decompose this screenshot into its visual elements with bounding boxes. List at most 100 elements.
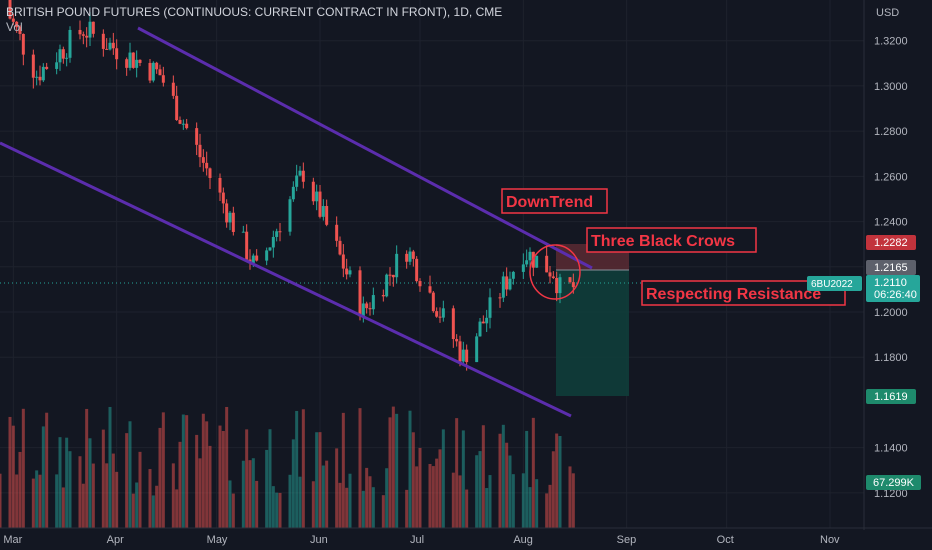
symbol-tag-text: 6BU2022	[811, 279, 853, 290]
candle-body	[241, 231, 245, 233]
volume-bar	[568, 466, 572, 528]
candle-body	[435, 311, 439, 317]
volume-bar	[475, 455, 479, 528]
volume-bar	[171, 463, 175, 528]
volume-bar	[315, 432, 319, 528]
volume-bar	[438, 449, 442, 528]
volume-bar	[35, 470, 39, 528]
volume-bar	[208, 445, 212, 528]
volume-bar	[318, 432, 322, 528]
volume-bar	[178, 441, 182, 528]
candle-body	[271, 236, 275, 248]
volume-bar	[61, 487, 65, 528]
price-axis[interactable]: 1.32001.30001.28001.26001.24001.22001.20…	[874, 36, 908, 500]
time-tick: Oct	[717, 534, 734, 546]
time-tick: Nov	[820, 534, 840, 546]
candle-body	[201, 157, 205, 163]
volume-bar	[15, 474, 19, 528]
volume-indicator-label: Vol	[6, 20, 23, 34]
candle-body	[31, 54, 35, 78]
candle-body	[55, 62, 59, 69]
volume-bar	[455, 418, 459, 528]
volume-bar	[418, 447, 422, 528]
volume-bar	[391, 406, 395, 528]
volume-bar	[301, 409, 305, 528]
volume-bar	[498, 433, 502, 528]
candle-body	[298, 170, 302, 176]
candle-body	[311, 181, 315, 202]
candle-body	[265, 250, 269, 261]
candle-body	[125, 59, 129, 68]
candle-body	[461, 349, 465, 362]
time-axis[interactable]: Mar Apr May Jun Jul Aug Sep Oct Nov	[3, 534, 840, 546]
volume-bar	[158, 427, 162, 528]
volume-bar	[81, 483, 85, 528]
candle-body	[528, 251, 532, 261]
volume-bar	[58, 437, 62, 528]
candle-body	[431, 292, 435, 312]
volume-bar	[18, 451, 22, 528]
price-tick: 1.2400	[874, 217, 908, 229]
candle-body	[405, 253, 409, 262]
volume-bar	[395, 413, 399, 528]
candle-body	[478, 321, 482, 337]
candle-body	[161, 75, 165, 83]
annotation-crows-text: Three Black Crows	[591, 233, 735, 250]
volume-bar	[68, 451, 72, 528]
candle-body	[171, 82, 175, 96]
volume-bar	[488, 475, 492, 528]
annotation-downtrend[interactable]: DownTrend	[501, 188, 608, 214]
candle-body	[175, 95, 179, 120]
price-tick: 1.2000	[874, 307, 908, 319]
countdown-text: 06:26:40	[874, 289, 917, 301]
annotation-resistance-text: Respecting Resistance	[646, 286, 821, 303]
target-price-text: 1.1619	[874, 391, 908, 403]
volume-bar	[271, 486, 275, 528]
price-tick: 1.1400	[874, 443, 908, 455]
volume-bar	[241, 460, 245, 528]
volume-bar	[341, 412, 345, 528]
volume-bar	[435, 458, 439, 528]
candle-body	[395, 253, 399, 278]
volume-bar	[228, 480, 232, 528]
annotation-crows[interactable]: Three Black Crows	[586, 227, 757, 253]
candle-body	[35, 76, 39, 78]
price-tick: 1.2600	[874, 171, 908, 183]
candle-body	[535, 255, 539, 268]
volume-bar	[531, 417, 535, 528]
price-tick: 1.3000	[874, 81, 908, 93]
last-price-label: 1.2110 06:26:40	[866, 275, 920, 302]
target-zone[interactable]	[556, 270, 629, 396]
candle-body	[78, 29, 82, 35]
candle-body	[278, 231, 282, 233]
volume-bar	[298, 476, 302, 528]
candle-body	[148, 62, 152, 81]
candle-body	[295, 175, 299, 187]
volume-bar	[155, 485, 159, 528]
volume-bar	[278, 492, 282, 528]
entry-price-text: 1.2165	[874, 262, 908, 274]
time-tick: Jul	[410, 534, 424, 546]
crows-circle[interactable]	[529, 244, 581, 300]
volume-bar	[358, 408, 362, 528]
volume-bar	[8, 416, 12, 528]
lower-trendline[interactable]	[0, 141, 572, 418]
candle-body	[318, 191, 322, 217]
volume-bar	[411, 432, 415, 528]
volume-bar	[108, 406, 112, 528]
volume-bar	[125, 433, 129, 528]
volume-bar	[91, 463, 95, 528]
candle-body	[411, 251, 415, 259]
upper-trendline[interactable]	[137, 26, 593, 270]
candle-body	[8, 0, 12, 19]
candle-body	[365, 303, 369, 309]
volume-bar	[78, 456, 82, 528]
volume-bar	[478, 451, 482, 528]
volume-bar	[138, 451, 142, 528]
volume-bar	[295, 410, 299, 528]
candle-body	[221, 192, 225, 204]
candle-body	[291, 186, 295, 200]
symbol-tag: 6BU2022	[807, 276, 862, 291]
volume-bar	[441, 429, 445, 528]
